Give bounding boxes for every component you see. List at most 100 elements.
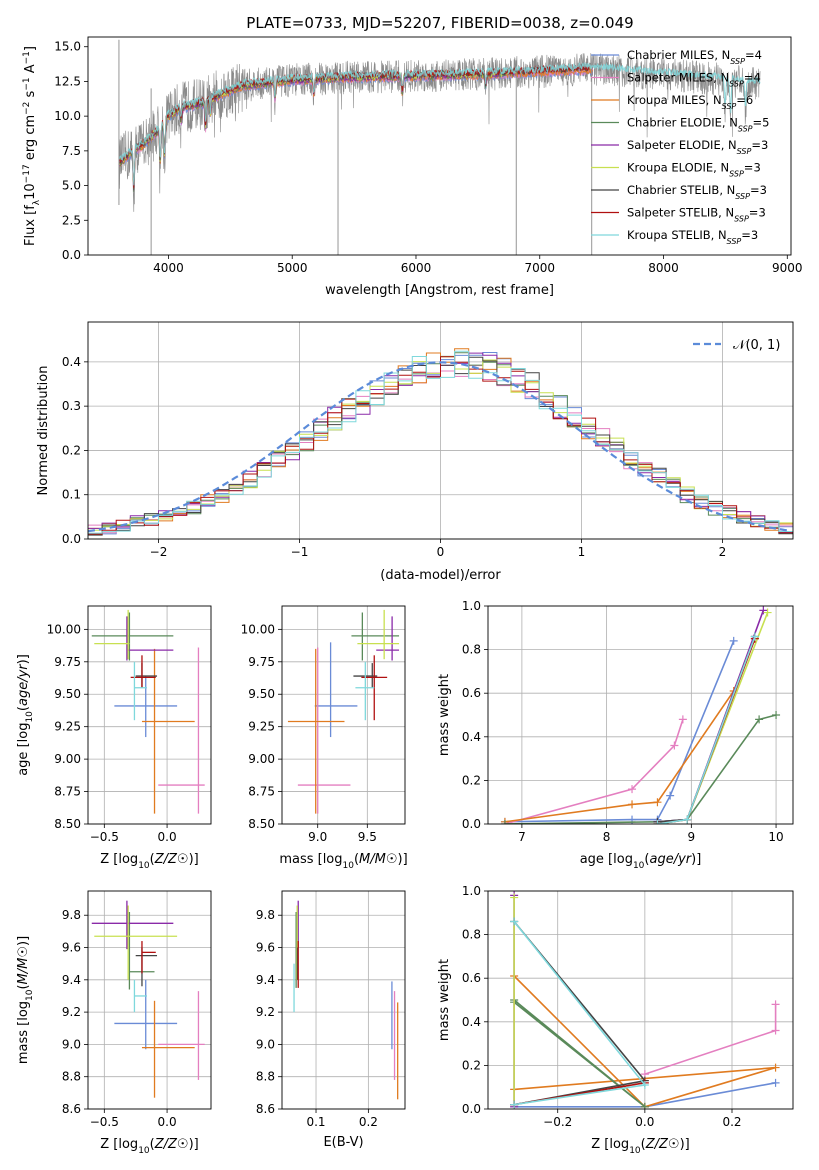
x-tick-label: −0.5 xyxy=(90,830,119,844)
legend-eq: = xyxy=(749,206,759,220)
label-part: −17 xyxy=(22,164,32,183)
legend-n-prefix: N xyxy=(720,161,729,175)
label-part: )] xyxy=(189,852,199,867)
legend-label-chabrier_stelib: Chabrier STELIB, NSSP=3 xyxy=(627,183,767,201)
x-axis-label: (data-model)/error xyxy=(380,568,501,583)
y-axis-label: Flux [fλ10−17 erg cm−2 s−1 A−1] xyxy=(22,46,42,246)
y-tick-label: 8.6 xyxy=(256,1102,275,1116)
y-tick-label: 9.50 xyxy=(248,687,275,701)
y-tick-label: 9.2 xyxy=(62,1005,81,1019)
legend-eq: = xyxy=(741,228,751,242)
label-part: A xyxy=(23,64,38,77)
weight-marker-kroupa_elodie xyxy=(763,608,772,617)
legend-sep: , xyxy=(713,71,720,85)
legend-n-prefix: N xyxy=(725,206,734,220)
label-part: ( xyxy=(150,852,155,867)
y-tick-label: 1.0 xyxy=(462,599,481,613)
label-part: age [log xyxy=(580,852,633,867)
x-tick-label: −0.2 xyxy=(543,1115,572,1129)
y-tick-label: 0.8 xyxy=(462,928,481,942)
label-part: Z/Z☉ xyxy=(645,1137,680,1152)
x-axis-label: Z [log10(Z/Z☉)] xyxy=(591,1137,689,1156)
legend-n-prefix: N xyxy=(718,228,727,242)
legend-n-value: 5 xyxy=(762,116,769,130)
weight-line-chabrier_miles xyxy=(504,640,735,823)
label-part: −2 xyxy=(22,102,32,115)
y-axis-label: Normed distribution xyxy=(36,366,51,496)
legend-label-normal: 𝒩(0, 1) xyxy=(733,338,780,353)
legend-model: Kroupa ELODIE xyxy=(627,161,713,175)
label-part: ( xyxy=(16,984,31,989)
label-part: )] xyxy=(398,852,408,867)
legend-n-prefix: N xyxy=(722,48,731,62)
model-spectrum-kroupa_stelib xyxy=(118,61,761,186)
x-tick-label: 2 xyxy=(719,545,727,559)
legend-eq: = xyxy=(750,183,760,197)
weight-marker-salpeter_miles xyxy=(628,785,637,794)
y-tick-label: 0.8 xyxy=(462,643,481,657)
mass_vs_age-plot-area xyxy=(287,609,400,814)
y-tick-label: 9.25 xyxy=(248,720,275,734)
y-tick-label: 0.1 xyxy=(62,488,81,502)
legend-n-prefix: N xyxy=(728,138,737,152)
legend-n-sub: SSP xyxy=(738,124,753,133)
x-tick-label: 7 xyxy=(518,830,526,844)
label-part: mass [log xyxy=(16,1001,31,1064)
legend-model: Salpeter MILES xyxy=(627,71,713,85)
weight-marker-kroupa_stelib xyxy=(683,815,692,824)
axes-frame xyxy=(87,605,212,825)
z-vs-weight-panel: −0.2 0.0 0.2 0.0 0.2 0.4 0.6 0.8 1.0 Z [log10(Z/Z… xyxy=(437,884,794,1156)
legend-n-sub: SSP xyxy=(729,79,744,88)
y-tick-label: 0.2 xyxy=(462,773,481,787)
x-tick-label: 5000 xyxy=(277,261,308,275)
label-part: )] xyxy=(691,852,701,867)
weight-line-chabrier_elodie xyxy=(504,714,777,824)
legend-eq: = xyxy=(745,48,755,62)
y-tick-label: 0.0 xyxy=(462,817,481,831)
label-part: ( xyxy=(641,1137,646,1152)
weight-marker-kroupa_stelib xyxy=(653,820,662,824)
x-axis-label: E(B-V) xyxy=(323,1135,363,1150)
legend-n-value: 3 xyxy=(758,206,765,220)
label-part: −1 xyxy=(22,51,32,64)
legend-label-kroupa_miles: Kroupa MILES, NSSP=6 xyxy=(627,93,753,111)
label-part: 10 xyxy=(138,861,150,871)
x-tick-label: −1 xyxy=(291,545,309,559)
x-axis-label: mass [log10(M/M☉)] xyxy=(279,852,407,871)
weight-marker-kroupa_stelib xyxy=(640,1081,649,1090)
y-tick-label: 9.4 xyxy=(256,973,275,987)
axes-frame xyxy=(487,890,794,1110)
y-tick-label: 9.8 xyxy=(256,908,275,922)
y-tick-label: 9.25 xyxy=(54,720,81,734)
y-tick-label: 8.75 xyxy=(248,785,275,799)
x-tick-label: 10 xyxy=(768,830,783,844)
y-tick-label: 8.8 xyxy=(256,1070,275,1084)
y-tick-label: 9.4 xyxy=(62,973,81,987)
z_vs_mass-plot-area xyxy=(91,900,205,1098)
y-tick-label: 0.4 xyxy=(462,730,481,744)
label-part: erg cm xyxy=(23,115,38,164)
y-tick-label: 0.4 xyxy=(62,355,81,369)
y-tick-label: 10.0 xyxy=(54,109,81,123)
legend-n-value: 3 xyxy=(761,138,768,152)
weight-line-chabrier_elodie xyxy=(513,999,646,1108)
weight-line-chabrier_stelib xyxy=(513,920,647,1106)
x-tick-label: 8000 xyxy=(648,261,679,275)
legend-eq: = xyxy=(753,116,763,130)
x-tick-label: 0.0 xyxy=(158,1115,177,1129)
model-spectrum-salpeter_elodie xyxy=(118,69,517,186)
legend-n-sub: SSP xyxy=(727,237,742,246)
weight-line-kroupa_miles xyxy=(504,638,756,823)
legend-label-salpeter_miles: Salpeter MILES, NSSP=4 xyxy=(627,71,761,89)
label-part: age/yr xyxy=(649,852,692,867)
x-tick-label: 9.5 xyxy=(358,830,377,844)
weight-marker-chabrier_miles xyxy=(666,791,675,800)
weight-marker-salpeter_miles xyxy=(678,715,687,724)
legend-sep: , xyxy=(714,48,721,62)
weight-marker-chabrier_elodie xyxy=(640,1102,649,1109)
legend-n-prefix: N xyxy=(729,116,738,130)
x-tick-label: 0.0 xyxy=(158,830,177,844)
legend-label-chabrier_miles: Chabrier MILES, NSSP=4 xyxy=(627,48,762,66)
weight-marker-kroupa_miles xyxy=(771,1063,780,1072)
